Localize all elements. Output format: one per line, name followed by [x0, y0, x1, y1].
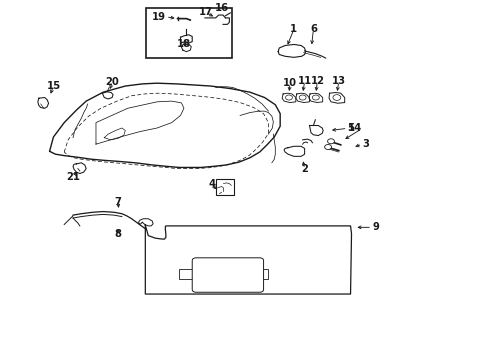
Text: 6: 6	[310, 24, 317, 35]
Text: 13: 13	[332, 76, 346, 86]
Bar	[228, 269, 247, 279]
Text: 21: 21	[66, 172, 80, 182]
Text: 7: 7	[115, 197, 122, 207]
Circle shape	[333, 95, 341, 100]
Bar	[216, 179, 234, 195]
Text: 9: 9	[372, 222, 379, 232]
Bar	[179, 269, 198, 279]
Text: 8: 8	[115, 229, 122, 239]
FancyBboxPatch shape	[192, 258, 264, 292]
Text: 11: 11	[297, 76, 312, 86]
Circle shape	[286, 95, 293, 100]
Text: 14: 14	[348, 123, 362, 133]
Text: 3: 3	[362, 139, 369, 149]
Circle shape	[313, 95, 319, 100]
Text: 16: 16	[215, 3, 229, 13]
Text: 2: 2	[301, 164, 308, 174]
Polygon shape	[146, 225, 351, 294]
Text: 4: 4	[208, 179, 215, 189]
Bar	[252, 269, 268, 279]
Polygon shape	[278, 44, 306, 57]
Text: 20: 20	[105, 77, 119, 87]
Text: 19: 19	[152, 12, 166, 22]
Circle shape	[328, 139, 334, 144]
Text: 15: 15	[47, 81, 61, 91]
Text: 18: 18	[177, 40, 191, 49]
Circle shape	[299, 95, 306, 100]
Polygon shape	[49, 83, 280, 167]
Text: 12: 12	[310, 76, 324, 86]
Text: 17: 17	[199, 7, 213, 17]
Text: 5: 5	[347, 123, 355, 133]
Circle shape	[325, 144, 331, 149]
Bar	[147, 8, 232, 58]
Text: 10: 10	[283, 78, 297, 88]
Text: 1: 1	[290, 24, 297, 35]
Bar	[203, 269, 223, 279]
